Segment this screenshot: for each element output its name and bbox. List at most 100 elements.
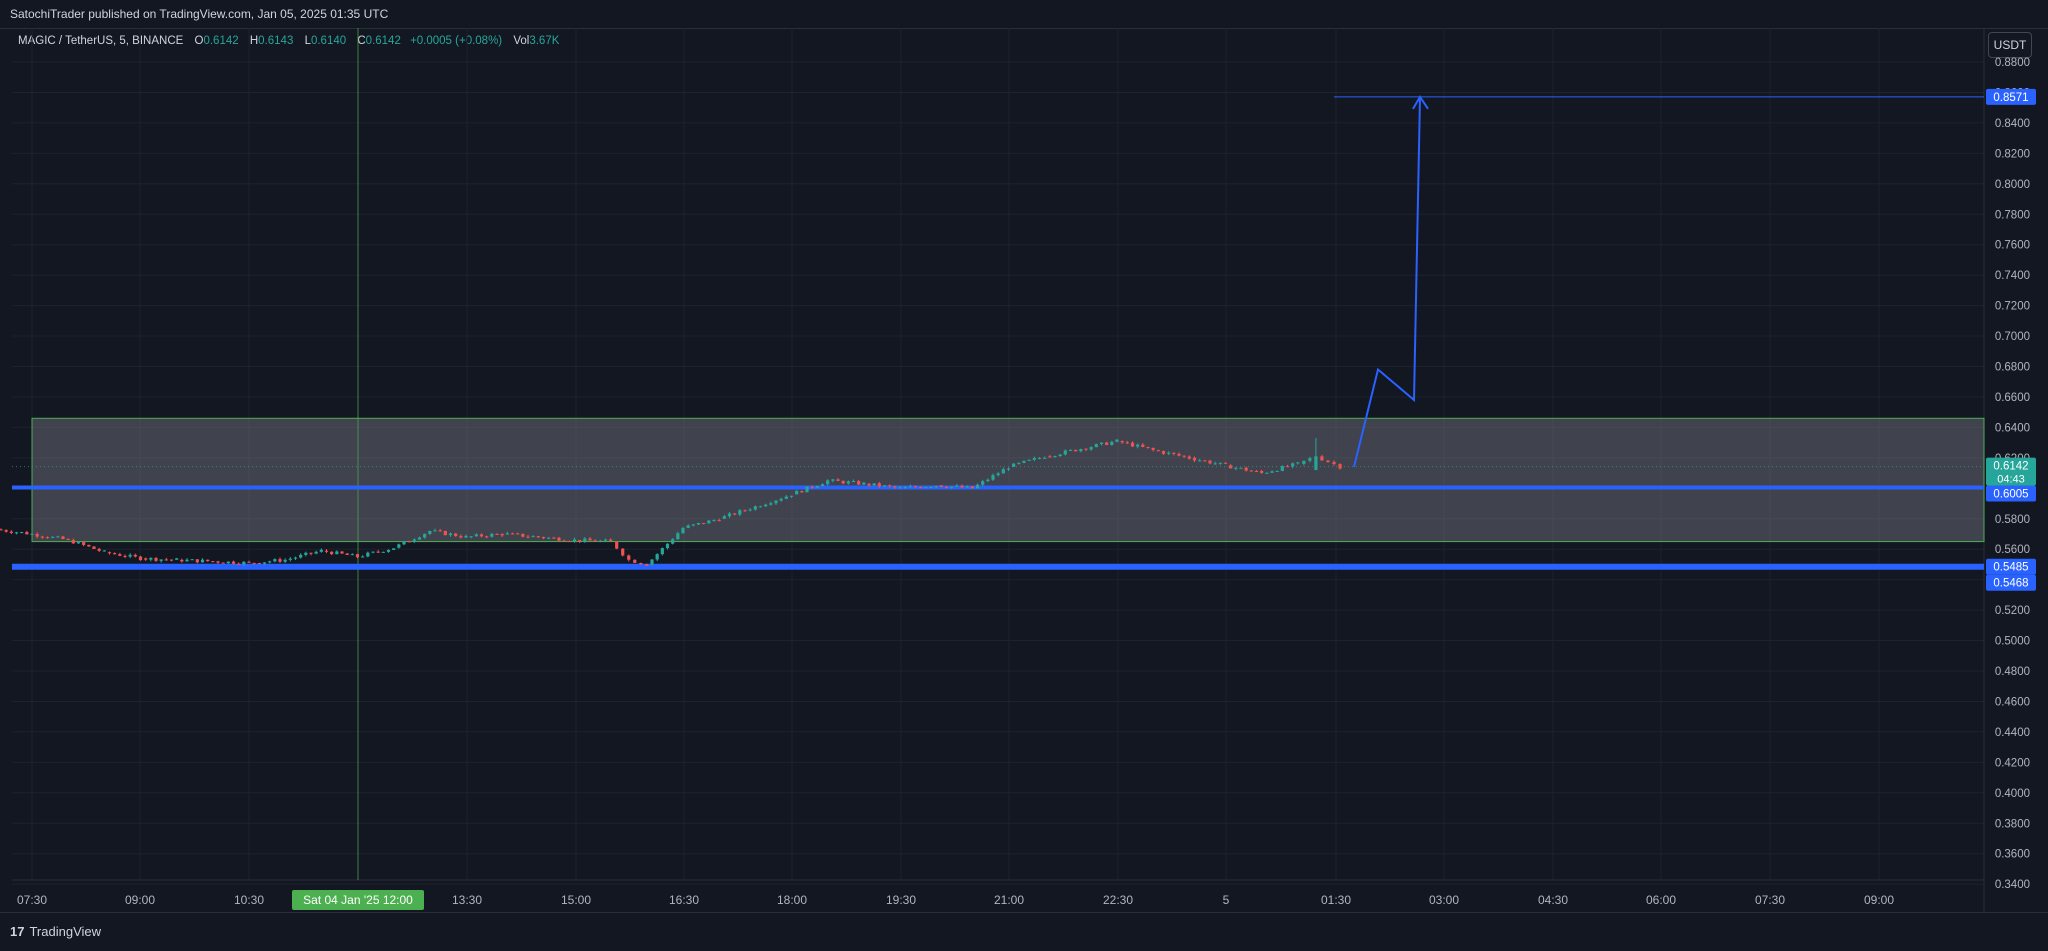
time-tick-label: 01:30 xyxy=(1321,893,1351,907)
candle-body xyxy=(826,480,830,485)
candle-body xyxy=(185,559,189,562)
candle-body xyxy=(247,561,251,563)
candle-body xyxy=(934,485,938,487)
candle-body xyxy=(293,557,298,559)
candle-body xyxy=(107,552,112,554)
price-tick-label: 0.8400 xyxy=(1995,118,2030,130)
open-label: O xyxy=(194,35,204,47)
candle-body xyxy=(118,554,122,556)
volume-value: 3.67K xyxy=(529,35,560,47)
publish-header: SatochiTrader published on TradingView.c… xyxy=(0,0,2048,29)
tradingview-logo[interactable]: 17 TradingView xyxy=(10,924,101,939)
candle-body xyxy=(717,520,721,522)
candle-body xyxy=(655,554,659,560)
candle-body xyxy=(361,556,365,558)
candle-body xyxy=(402,541,406,545)
candle-body xyxy=(820,484,825,487)
symbol-name[interactable]: MAGIC / TetherUS, 5, BINANCE xyxy=(18,35,184,47)
footer-bar xyxy=(0,912,2048,951)
candle-body xyxy=(1001,469,1005,474)
candle-body xyxy=(195,559,199,563)
publish-text: SatochiTrader published on TradingView.c… xyxy=(10,7,389,21)
support-upper-tag-bg xyxy=(1986,485,2036,502)
candle-body xyxy=(1161,451,1166,454)
candle-body xyxy=(836,479,840,481)
candle-body xyxy=(371,551,375,553)
candle-body xyxy=(1177,453,1181,456)
candle-body xyxy=(14,532,19,534)
candle-body xyxy=(955,485,959,487)
candle-body xyxy=(252,562,256,564)
candle-body xyxy=(1270,471,1274,473)
candle-body xyxy=(211,561,215,563)
candle-body xyxy=(1125,442,1129,444)
candle-body xyxy=(428,530,432,534)
candle-body xyxy=(1167,452,1171,454)
candle-body xyxy=(1172,452,1176,454)
candle-body xyxy=(71,540,75,544)
candle-body xyxy=(392,548,396,550)
candle-body xyxy=(350,554,354,556)
support-lower-tag-b-bg xyxy=(1986,574,2036,591)
price-tick-label: 0.8000 xyxy=(1995,179,2030,191)
candle-body xyxy=(1187,456,1191,459)
candle-body xyxy=(764,504,768,507)
candle-body xyxy=(386,549,391,552)
crosshair-time-label: Sat 04 Jan '25 12:00 xyxy=(303,893,413,907)
candle-body xyxy=(707,520,711,524)
candle-body xyxy=(753,506,757,510)
time-tick-label: 22:30 xyxy=(1103,893,1133,907)
candle-body xyxy=(273,559,277,562)
candle-body xyxy=(919,487,923,489)
low-value: 0.6140 xyxy=(310,35,347,47)
candle-body xyxy=(180,559,184,562)
candle-body xyxy=(633,559,637,563)
candle-body xyxy=(454,533,458,537)
candle-body xyxy=(283,559,287,562)
candle-body xyxy=(123,555,127,557)
candle-body xyxy=(97,548,101,551)
candle-body xyxy=(665,543,670,549)
candle-body xyxy=(784,496,788,499)
candle-body xyxy=(924,487,928,489)
candle-body xyxy=(423,533,427,538)
candle-body xyxy=(1249,470,1253,472)
symbol-legend: MAGIC / TetherUS, 5, BINANCE O0.6142 H0.… xyxy=(18,35,559,47)
candle-body xyxy=(1012,463,1016,467)
candle-body xyxy=(200,559,205,563)
candle-body xyxy=(268,561,272,563)
candle-body xyxy=(237,563,241,565)
candle-body xyxy=(831,479,835,481)
candle-body xyxy=(1218,462,1222,464)
candle-body xyxy=(583,538,587,542)
candle-body xyxy=(660,548,664,555)
price-tick-label: 0.3800 xyxy=(1995,818,2030,830)
candle-body xyxy=(893,486,897,488)
candle-body xyxy=(877,483,881,487)
candle-body xyxy=(92,546,96,549)
candle-body xyxy=(1285,466,1290,468)
candle-body xyxy=(1338,464,1342,469)
candle-body xyxy=(381,551,385,553)
candle-body xyxy=(712,520,716,522)
candle-body xyxy=(87,544,91,547)
demand-zone xyxy=(31,417,1985,543)
candle-body xyxy=(1105,442,1109,445)
candle-body xyxy=(615,541,619,549)
candle-body xyxy=(469,536,473,538)
candle-body xyxy=(412,539,416,542)
candle-body xyxy=(588,538,592,541)
candle-body xyxy=(144,558,148,560)
candle-body xyxy=(981,481,985,485)
candle-body xyxy=(1151,447,1155,450)
candle-body xyxy=(779,498,783,501)
time-tick-label: 19:30 xyxy=(886,893,916,907)
support-upper-tag: 0.6005 xyxy=(1993,489,2028,501)
candle-body xyxy=(991,475,995,480)
candle-body xyxy=(1120,441,1124,443)
high-label: H xyxy=(249,35,259,47)
candle-body xyxy=(1048,456,1052,458)
candle-body xyxy=(1068,449,1073,451)
currency-button[interactable]: USDT xyxy=(1988,32,2032,58)
